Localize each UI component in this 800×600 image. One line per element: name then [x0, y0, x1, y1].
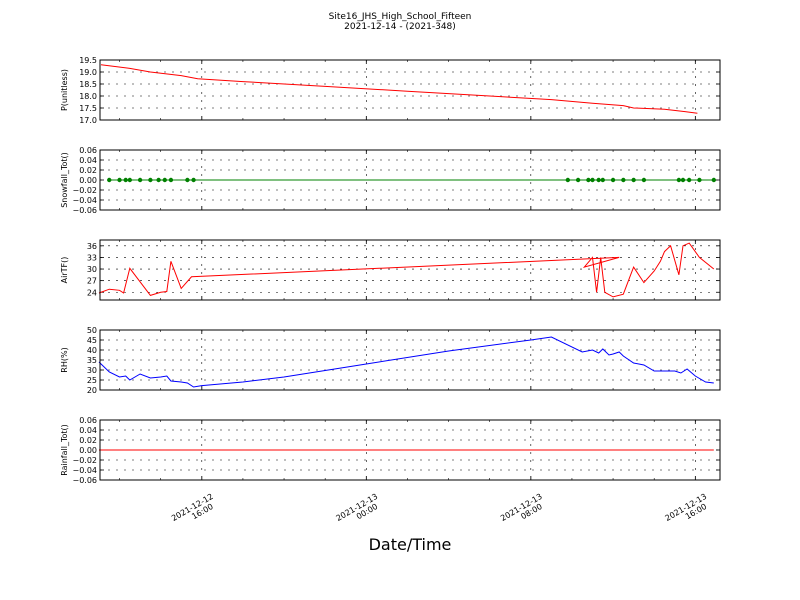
y-tick-label: 20 — [87, 386, 97, 395]
series-line — [98, 336, 714, 388]
data-point — [191, 177, 196, 183]
data-point — [148, 177, 153, 183]
y-tick-label: 0.04 — [79, 426, 97, 435]
y-tick-label: −0.02 — [72, 456, 97, 465]
y-tick-label: −0.06 — [72, 206, 97, 215]
panel-5: −0.06−0.04−0.020.000.020.040.06 Rainfall_… — [60, 416, 721, 485]
y-tick-label: 0.04 — [79, 156, 97, 165]
y-tick-label: 18.5 — [79, 80, 97, 89]
y-tick-label: −0.04 — [72, 466, 97, 475]
data-point — [575, 177, 581, 183]
y-tick-label: 17.5 — [79, 104, 97, 113]
y-tick-label: 33 — [87, 253, 97, 262]
chart-subtitle: 2021-12-14 - (2021-348) — [344, 22, 456, 32]
y-axis-label: P(unitless) — [60, 69, 69, 111]
data-point — [711, 177, 717, 183]
y-axis-label: RH(%) — [60, 347, 69, 372]
series-line — [100, 64, 698, 114]
y-tick-label: −0.06 — [72, 476, 97, 485]
data-point — [107, 177, 112, 183]
data-point — [185, 177, 190, 183]
y-tick-label: 30 — [87, 265, 97, 274]
y-tick-label: 17.0 — [79, 116, 97, 125]
data-point — [117, 177, 122, 183]
y-tick-label: 0.02 — [79, 166, 97, 175]
data-point — [127, 177, 133, 183]
data-point — [590, 177, 595, 183]
y-tick-label: 0.00 — [79, 176, 97, 185]
chart-title: Site16_JHS_High_School_Fifteen — [329, 12, 472, 22]
y-tick-label: 0.06 — [79, 146, 97, 155]
data-point — [621, 177, 626, 183]
y-tick-label: 50 — [87, 326, 97, 335]
data-point — [610, 177, 616, 183]
x-axis-label: Date/Time — [369, 535, 452, 554]
panel-frame — [99, 239, 721, 301]
y-tick-label: 25 — [87, 376, 97, 385]
panels: 17.0 17.5 18.0 18.5 19.0 19.5 P(unitless) −0.06… — [60, 56, 721, 485]
data-point — [156, 177, 161, 183]
data-point — [123, 177, 128, 183]
data-point — [686, 177, 692, 183]
y-tick-label: 35 — [87, 356, 97, 365]
y-tick-label: 27 — [87, 277, 97, 286]
data-point — [137, 177, 143, 183]
panel-frame — [99, 149, 721, 211]
data-point — [697, 177, 702, 183]
y-axis-label: Snowfall_Tot() — [60, 152, 69, 208]
data-point — [168, 177, 174, 183]
data-point — [596, 177, 601, 183]
y-tick-label: 24 — [87, 288, 97, 297]
panel-2: −0.06−0.04−0.020.000.020.040.06 Snowfall_… — [60, 146, 721, 215]
data-point — [586, 177, 591, 183]
y-tick-label: −0.04 — [72, 196, 97, 205]
y-tick-label: 36 — [87, 242, 97, 251]
y-tick-label: 40 — [87, 346, 97, 355]
y-tick-label: 0.06 — [79, 416, 97, 425]
y-tick-label: 45 — [87, 336, 97, 345]
panel-3: 24 27 30 33 36 AirTF() — [60, 239, 721, 301]
y-tick-label: 19.5 — [79, 56, 97, 65]
y-tick-label: 18.0 — [79, 92, 97, 101]
y-tick-label: −0.02 — [72, 186, 97, 195]
panel-1: 17.0 17.5 18.0 18.5 19.0 19.5 P(unitless) — [60, 56, 721, 125]
data-point — [631, 177, 636, 183]
y-tick-label: 19.0 — [79, 68, 97, 77]
y-tick-label: 0.00 — [79, 446, 97, 455]
y-tick-label: 0.02 — [79, 436, 97, 445]
data-point — [676, 177, 682, 183]
series-line — [98, 242, 715, 298]
data-point — [600, 177, 605, 183]
panel-frame — [99, 59, 721, 121]
data-point — [641, 177, 647, 183]
y-axis-label: Rainfall_Tot() — [60, 424, 69, 476]
panel-frame — [99, 329, 721, 391]
data-point — [680, 177, 686, 183]
y-tick-label: 30 — [87, 366, 97, 375]
panel-frame — [99, 419, 721, 481]
data-point — [565, 177, 571, 183]
y-axis-label: AirTF() — [60, 257, 69, 284]
data-point — [162, 177, 167, 183]
